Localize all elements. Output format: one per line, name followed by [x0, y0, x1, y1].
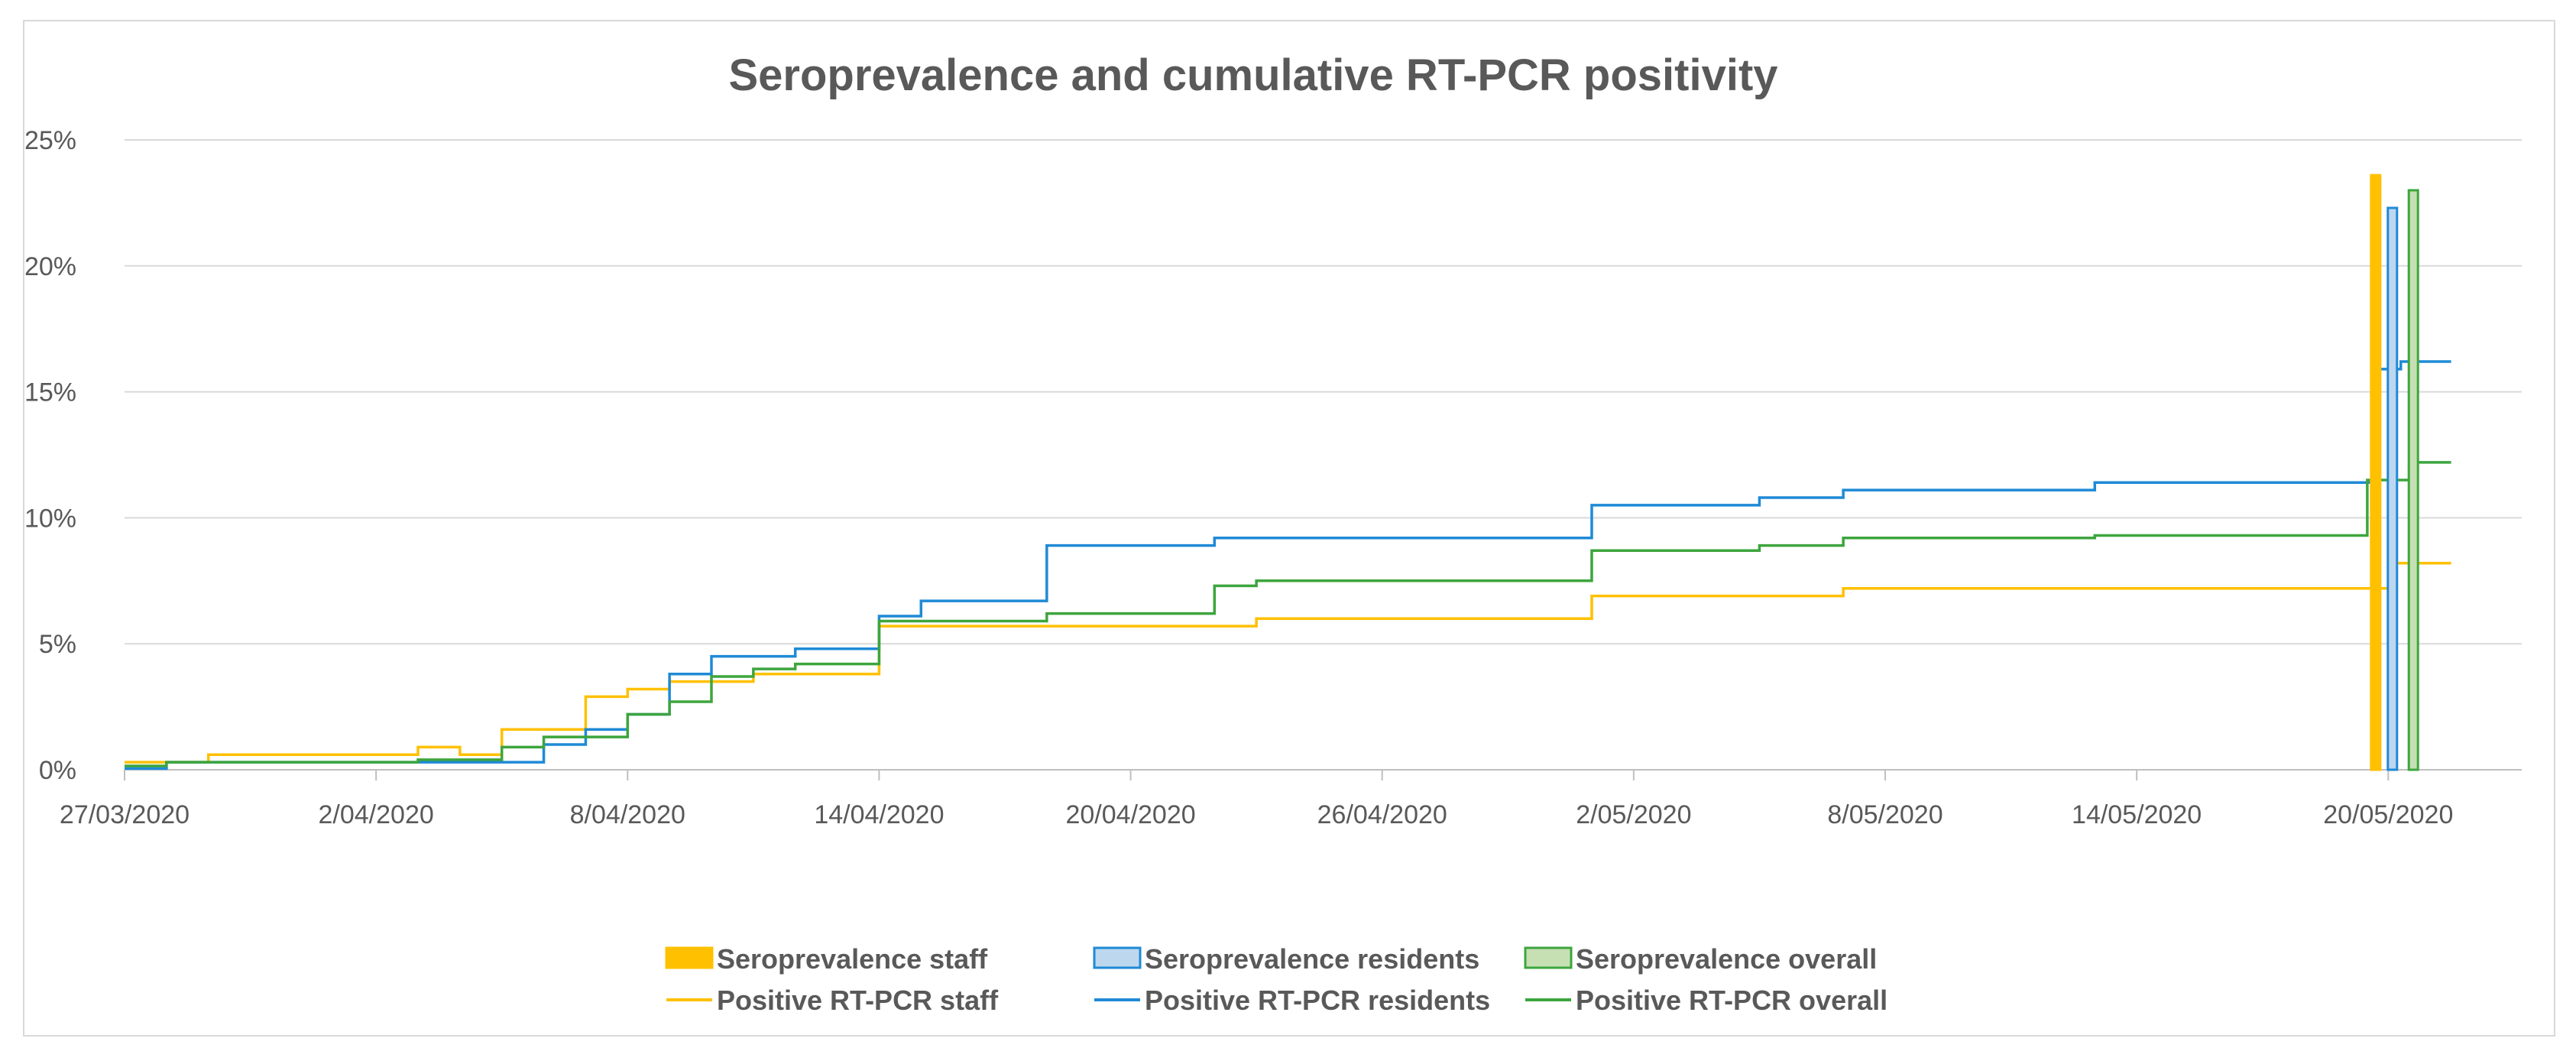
- x-tick-label: 2/04/2020: [319, 800, 434, 829]
- chart-title: Seroprevalence and cumulative RT-PCR pos…: [728, 50, 1777, 100]
- series-lines: [125, 360, 2451, 771]
- positive-rt-pcr-staff-line: [125, 561, 2451, 764]
- x-tick-label: 27/03/2020: [60, 800, 190, 829]
- x-tick-label: 14/04/2020: [814, 800, 944, 829]
- legend-item-seroprevalence-overall: Seroprevalence overall: [1524, 943, 1877, 975]
- seroprevalence-overall-bar: [2407, 189, 2419, 771]
- positive-rt-pcr-residents-line: [125, 360, 2451, 771]
- legend-label: Positive RT-PCR overall: [1576, 985, 1887, 1016]
- legend-swatch: [1524, 946, 1573, 969]
- y-tick-label: 25%: [24, 126, 76, 155]
- x-tick-label: 20/05/2020: [2323, 800, 2453, 829]
- x-tick-label: 14/05/2020: [2072, 800, 2202, 829]
- legend-item-positive-rt-pcr-overall: Positive RT-PCR overall: [1525, 985, 1887, 1016]
- positive-rt-pcr-overall-line: [125, 461, 2451, 767]
- seroprevalence-staff-bar: [2370, 174, 2382, 771]
- legend-label: Positive RT-PCR staff: [717, 985, 999, 1016]
- seroprevalence-residents-bar: [2386, 206, 2399, 771]
- legend-label: Seroprevalence residents: [1145, 943, 1479, 975]
- y-axis-labels: 0% 5% 10% 15% 20% 25%: [24, 126, 76, 785]
- x-tick-label: 26/04/2020: [1317, 800, 1447, 829]
- legend-label: Seroprevalence overall: [1576, 943, 1877, 975]
- legend-item-positive-rt-pcr-residents: Positive RT-PCR residents: [1094, 985, 1490, 1016]
- y-tick-label: 10%: [24, 504, 76, 533]
- x-tick-label: 8/04/2020: [570, 800, 685, 829]
- chart-frame: [23, 20, 2555, 1037]
- legend-label: Seroprevalence staff: [717, 943, 988, 975]
- x-axis-labels: 27/03/2020 2/04/2020 8/04/2020 14/04/2020 20…: [60, 800, 2453, 829]
- x-tick-label: 8/05/2020: [1827, 800, 1943, 829]
- legend-swatch: [1093, 946, 1142, 969]
- y-tick-label: 15%: [24, 378, 76, 407]
- y-tick-label: 20%: [24, 252, 76, 281]
- x-axis: [124, 769, 2522, 780]
- legend-item-positive-rt-pcr-staff: Positive RT-PCR staff: [666, 985, 999, 1016]
- legend-swatch: [665, 946, 714, 969]
- y-tick-label: 5%: [39, 630, 76, 659]
- legend-item-seroprevalence-staff: Seroprevalence staff: [665, 943, 988, 975]
- legend: Seroprevalence staff Seroprevalence resid…: [665, 943, 1887, 1016]
- seroprevalence-bars: [2370, 174, 2419, 771]
- x-tick-label: 2/05/2020: [1576, 800, 1691, 829]
- x-tick-label: 20/04/2020: [1065, 800, 1195, 829]
- y-tick-label: 0%: [39, 756, 76, 785]
- gridlines: [125, 139, 2522, 645]
- legend-label: Positive RT-PCR residents: [1145, 985, 1490, 1016]
- legend-item-seroprevalence-residents: Seroprevalence residents: [1093, 943, 1479, 975]
